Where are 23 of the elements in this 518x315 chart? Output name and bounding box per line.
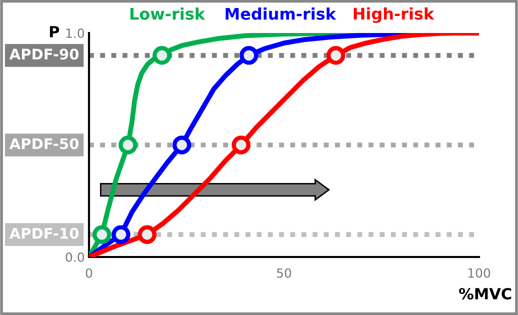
point <box>172 136 192 154</box>
ref-line-label: APDF-10 <box>9 228 79 239</box>
x-tick-label: 50 <box>277 268 292 278</box>
series-label: Low-risk <box>130 7 206 20</box>
y-tick-label: 1.0 <box>66 28 84 38</box>
point <box>152 46 172 65</box>
y-axis-title: P <box>50 26 60 38</box>
series-label: Medium-risk <box>226 7 336 20</box>
x-axis-title: %MVC <box>459 288 512 300</box>
series-label: High-risk <box>354 7 434 23</box>
ref-line-label: APDF-50 <box>9 138 79 150</box>
line-series <box>89 33 479 257</box>
point <box>240 46 258 65</box>
point <box>232 136 250 154</box>
point <box>112 225 130 244</box>
x-tick-label: 0 <box>86 268 92 278</box>
x-tick-label: 100 <box>468 268 490 278</box>
ref-line-label: APDF-90 <box>9 48 79 60</box>
y-tick-label: 0.0 <box>66 252 84 262</box>
point <box>92 225 112 244</box>
point <box>138 225 156 244</box>
point <box>326 46 346 65</box>
point <box>118 136 138 154</box>
